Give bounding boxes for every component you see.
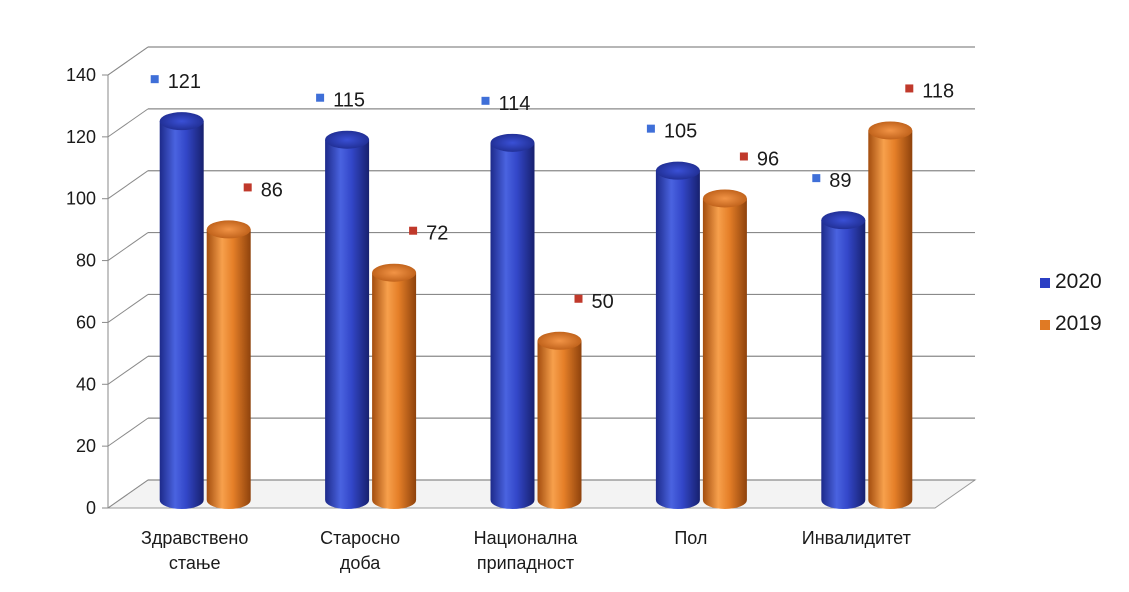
x-tick-label-line: Здравствено [141, 528, 248, 548]
y-tick-label: 40 [76, 374, 96, 394]
x-tick-label: Национална припадност [474, 528, 579, 573]
legend-swatch [1040, 278, 1050, 288]
bar-body [702, 198, 747, 509]
x-axis: Здравствено стање Старосно доба Национална пр… [141, 528, 911, 573]
x-tick-label-line: припадност [477, 553, 574, 573]
bar-cap [821, 211, 866, 230]
data-label-marker [905, 84, 914, 93]
bar-2020 [821, 211, 866, 509]
data-label: 86 [261, 179, 283, 201]
bar-cap [206, 220, 251, 239]
y-tick-label: 0 [86, 498, 96, 518]
bar-2019 [868, 121, 913, 509]
bar-cap [490, 133, 535, 152]
y-tick-label: 100 [66, 189, 96, 209]
data-label-marker [646, 124, 655, 133]
gridline-diag [107, 355, 149, 385]
bar-cap [655, 161, 700, 180]
data-label-marker [150, 75, 159, 84]
x-tick-label-line: Национална [474, 528, 579, 548]
gridline-diag [107, 479, 149, 509]
data-label-marker [481, 96, 490, 105]
data-label-marker [409, 226, 418, 235]
bar-cap [159, 112, 204, 131]
bar-body [537, 340, 582, 509]
bar-2020 [490, 133, 535, 510]
bar-cap [537, 331, 582, 350]
bar-body [868, 130, 913, 509]
data-label-marker [243, 183, 252, 192]
y-axis: 0 20 40 60 80 100 120 140 [66, 65, 108, 518]
data-label-marker [574, 294, 583, 303]
bar-cap [702, 189, 747, 208]
data-label: 96 [757, 148, 779, 170]
gridline-diag [107, 232, 149, 261]
bar-2019 [372, 263, 417, 509]
x-tick-label-line: Пол [674, 528, 707, 548]
bar-2020 [325, 130, 370, 509]
data-label: 105 [664, 121, 697, 143]
data-label: 118 [922, 80, 954, 102]
bar-cap [325, 130, 370, 149]
bar-cap [372, 263, 417, 282]
data-labels: 121 86 115 72 114 50 105 96 89 118 [150, 71, 954, 313]
x-tick-label: Инвалидитет [802, 528, 911, 548]
data-label: 121 [168, 71, 201, 93]
x-tick-label: Пол [674, 528, 707, 548]
bar-body [159, 121, 204, 510]
y-tick-label: 60 [76, 312, 96, 332]
legend-label: 2019 [1055, 312, 1102, 335]
bar-2020 [159, 112, 204, 510]
bar-2020 [655, 161, 700, 509]
bar-2019 [206, 220, 251, 509]
data-label-marker [316, 93, 325, 102]
legend: 2020 2019 [1040, 270, 1102, 335]
data-label: 72 [426, 223, 448, 245]
legend-label: 2020 [1055, 270, 1102, 293]
bar-body [325, 139, 370, 509]
gridline-diag [107, 294, 149, 323]
y-tick-label: 20 [76, 436, 96, 456]
bar-body [490, 142, 535, 510]
legend-swatch [1040, 320, 1050, 330]
bar-2019 [702, 189, 747, 509]
x-tick-label-line: Старосно [320, 528, 400, 548]
y-tick-label: 140 [66, 65, 96, 85]
gridline-diag [107, 417, 149, 447]
data-label: 114 [499, 93, 531, 115]
y-tick-label: 80 [76, 251, 96, 271]
data-label: 115 [333, 90, 365, 112]
x-tick-label-line: доба [340, 553, 381, 573]
gridline-diag [107, 108, 149, 138]
x-tick-label-line: Инвалидитет [802, 528, 911, 548]
bar-body [821, 220, 866, 509]
y-tick-label: 120 [66, 127, 96, 147]
x-tick-label-line: стање [169, 553, 221, 573]
x-tick-label: Здравствено стање [141, 528, 248, 573]
bar-body [655, 170, 700, 509]
bar-2019 [537, 331, 582, 509]
bars [159, 112, 913, 510]
gridline-diag [107, 46, 149, 76]
data-label-marker [739, 152, 748, 161]
data-label: 50 [592, 291, 614, 313]
bar-cap [868, 121, 913, 140]
bar-body [206, 229, 251, 509]
x-tick-label: Старосно доба [320, 528, 400, 573]
gridline-diag [107, 170, 149, 200]
data-label-marker [812, 174, 821, 183]
data-label: 89 [829, 170, 851, 192]
bar-body [372, 272, 417, 509]
